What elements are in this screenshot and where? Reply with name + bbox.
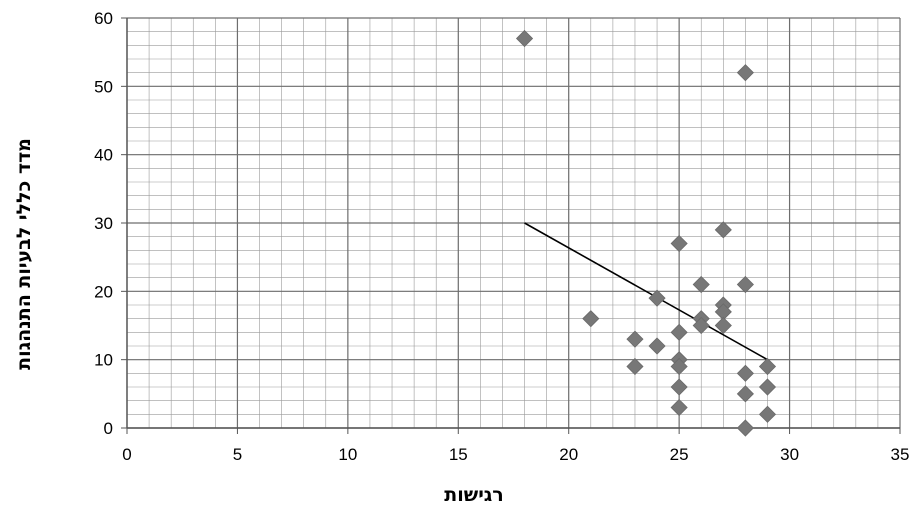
y-tick-label: 50 bbox=[94, 77, 113, 96]
data-point bbox=[670, 234, 688, 253]
data-point bbox=[714, 316, 732, 335]
axes bbox=[121, 17, 901, 434]
x-axis-title: רגישות bbox=[444, 484, 503, 506]
y-tick-label: 20 bbox=[94, 282, 113, 301]
data-point bbox=[736, 275, 754, 294]
y-tick-label: 10 bbox=[94, 351, 113, 370]
y-tick-label: 60 bbox=[94, 9, 113, 28]
data-point bbox=[736, 385, 754, 403]
data-points bbox=[515, 29, 777, 437]
data-point bbox=[670, 357, 688, 376]
data-point bbox=[582, 310, 600, 328]
data-point bbox=[515, 29, 534, 48]
x-tick-label: 25 bbox=[670, 445, 689, 464]
x-tick-label: 30 bbox=[780, 445, 799, 464]
x-tick-label: 35 bbox=[891, 445, 910, 464]
y-tick-labels: 0 10 20 30 40 50 60 bbox=[94, 9, 113, 438]
data-point bbox=[626, 330, 644, 348]
data-point bbox=[736, 64, 754, 82]
data-point bbox=[670, 378, 688, 396]
data-point bbox=[736, 419, 754, 437]
trendline-group bbox=[524, 222, 768, 361]
data-point bbox=[692, 275, 710, 294]
x-tick-label: 0 bbox=[122, 445, 131, 464]
data-point bbox=[692, 316, 710, 335]
x-tick-label: 5 bbox=[233, 445, 242, 464]
data-point bbox=[670, 398, 688, 417]
data-point bbox=[758, 405, 777, 423]
y-axis-title: מדד כללי לבעיות התנהגות bbox=[13, 138, 35, 370]
x-tick-label: 20 bbox=[559, 445, 578, 464]
x-tick-label: 15 bbox=[449, 445, 468, 464]
data-point bbox=[714, 221, 732, 239]
x-tick-label: 10 bbox=[338, 445, 357, 464]
data-point bbox=[758, 357, 777, 376]
data-point bbox=[670, 323, 688, 341]
data-point bbox=[758, 378, 777, 396]
trendline bbox=[524, 222, 768, 361]
y-tick-label: 40 bbox=[94, 146, 113, 165]
data-point bbox=[626, 357, 644, 376]
data-point bbox=[736, 364, 754, 382]
data-point bbox=[648, 337, 666, 355]
y-tick-label: 30 bbox=[94, 214, 113, 233]
x-tick-labels: 0 5 10 15 20 25 30 35 bbox=[122, 445, 909, 464]
y-tick-label: 0 bbox=[104, 419, 113, 438]
data-point bbox=[648, 289, 666, 307]
major-gridlines bbox=[126, 17, 901, 429]
